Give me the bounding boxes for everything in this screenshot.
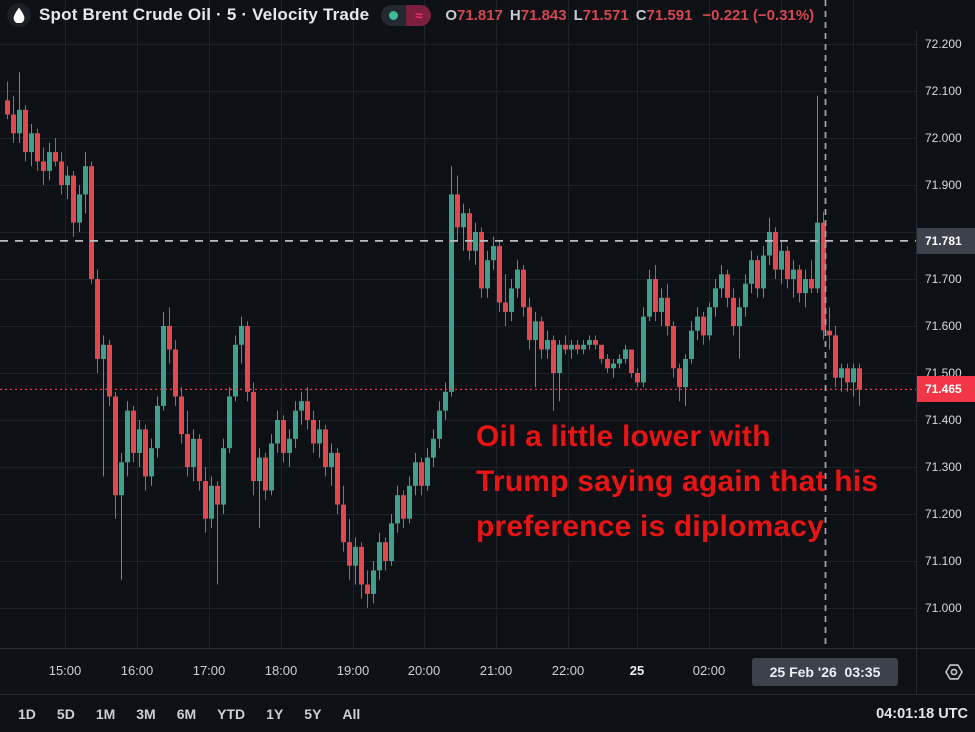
time-axis-label: 19:00 (336, 663, 370, 678)
price-axis-label: 71.700 (925, 272, 962, 286)
price-axis-label: 71.600 (925, 319, 962, 333)
low-label: L (573, 6, 583, 24)
range-button-1m[interactable]: 1M (95, 705, 116, 722)
oil-drop-icon (7, 3, 31, 27)
high-value: 71.843 (520, 6, 567, 24)
annotation-text: Oil a little lower with Trump saying aga… (476, 414, 878, 549)
annotation-line: Oil a little lower with (476, 420, 771, 453)
price-axis-label: 72.100 (925, 84, 962, 98)
time-axis-label: 18:00 (264, 663, 298, 678)
time-axis-label: 16:00 (120, 663, 154, 678)
range-button-5d[interactable]: 5D (56, 705, 75, 722)
exchange-clock: 04:01:18 UTC (876, 706, 968, 722)
price-axis-label: 72.200 (925, 37, 962, 51)
time-axis-label: 25 (629, 663, 645, 678)
price-axis[interactable]: 71.781 71.465 72.200 72.100 72.000 71.900 71… (917, 0, 975, 648)
time-axis[interactable]: 25 Feb '26 03:35 15:00 16:00 17:00 18:00 19:… (0, 648, 975, 694)
bottom-toolbar: 1D 5D 1M 3M 6M YTD 1Y 5Y All 04:01:18 UTC (0, 694, 975, 732)
annotation-line: preference is diplomacy (476, 510, 825, 543)
time-axis-label: 22:00 (551, 663, 585, 678)
range-button-1y[interactable]: 1Y (266, 705, 284, 722)
range-button-5y[interactable]: 5Y (304, 705, 322, 722)
price-axis-label: 71.300 (925, 460, 962, 474)
range-button-6m[interactable]: 6M (176, 705, 197, 722)
price-axis-label: 71.900 (925, 178, 962, 192)
market-open-dot-icon (381, 4, 407, 26)
symbol-title[interactable]: Spot Brent Crude Oil · 5 · Velocity Trad… (39, 5, 370, 24)
chart-legend-header: Spot Brent Crude Oil · 5 · Velocity Trad… (0, 0, 917, 30)
range-button-3m[interactable]: 3M (136, 705, 156, 722)
axis-settings-gear-icon[interactable] (944, 662, 964, 682)
crosshair-price-label: 71.781 (917, 227, 975, 254)
time-axis-label: 17:00 (192, 663, 226, 678)
range-button-all[interactable]: All (342, 705, 361, 722)
price-axis-label: 71.100 (925, 554, 962, 568)
time-axis-label: 20:00 (407, 663, 441, 678)
open-label: O (445, 6, 457, 24)
close-value: 71.591 (646, 6, 693, 24)
time-axis-label: 02:00 (692, 663, 726, 678)
price-axis-label: 72.000 (925, 131, 962, 145)
market-status-toggle[interactable]: ≈ (381, 4, 432, 26)
range-button-ytd[interactable]: YTD (217, 705, 246, 722)
approx-price-icon: ≈ (406, 4, 432, 26)
open-value: 71.817 (457, 6, 503, 24)
low-value: 71.571 (582, 6, 629, 24)
candlestick-chart[interactable] (0, 0, 917, 648)
ohlc-legend: O 71.817 H 71.843 L 71.571 C 71.591 −0.221 (… (445, 7, 814, 24)
crosshair-time-label: 25 Feb '26 03:35 (752, 658, 898, 686)
change-value: −0.221 (−0.31%) (702, 6, 815, 24)
price-axis-label: 71.400 (925, 413, 962, 427)
price-axis-separator (916, 30, 917, 694)
price-axis-label: 71.000 (925, 601, 962, 615)
price-axis-label: 71.200 (925, 507, 962, 521)
high-label: H (509, 6, 521, 24)
close-label: C (635, 6, 647, 24)
last-price-label: 71.465 (917, 376, 975, 403)
time-axis-label: 15:00 (48, 663, 82, 678)
annotation-line: Trump saying again that his (476, 465, 879, 498)
range-button-1d[interactable]: 1D (18, 705, 36, 722)
range-buttons: 1D 5D 1M 3M 6M YTD 1Y 5Y All (18, 706, 360, 722)
time-axis-label: 21:00 (479, 663, 513, 678)
